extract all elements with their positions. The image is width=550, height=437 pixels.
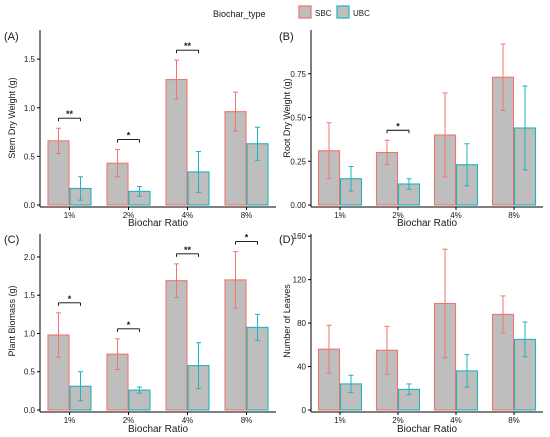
y-tick-label: 0.25: [290, 157, 306, 166]
x-tick-label: 2%: [123, 416, 135, 425]
y-axis-title: Stem Dry Weight (g): [7, 77, 17, 158]
x-tick-label: 4%: [450, 416, 462, 425]
y-tick-label: 0.75: [290, 70, 306, 79]
significance-label: *: [127, 320, 131, 330]
significance-label: **: [184, 41, 192, 51]
panel-label: (B): [279, 31, 294, 43]
legend-swatch-sbc: [298, 5, 312, 19]
y-axis-title: Plant Biomass (g): [7, 285, 17, 356]
x-tick-label: 8%: [241, 211, 253, 220]
y-tick-label: 1.5: [24, 55, 36, 64]
x-tick-label: 2%: [392, 211, 404, 220]
significance-label: **: [66, 109, 74, 119]
x-tick-label: 8%: [508, 416, 520, 425]
significance-label: *: [396, 121, 400, 131]
panel-stem-dry-weight: (A) Stem Dry Weight (g) Biochar Ratio 0.…: [4, 30, 276, 229]
panel-label: (C): [4, 234, 19, 246]
x-tick-label: 1%: [334, 211, 346, 220]
x-tick-label: 4%: [450, 211, 462, 220]
y-tick-label: 0.5: [24, 368, 36, 377]
significance-label: *: [245, 233, 249, 243]
bar-sbc: [165, 280, 188, 411]
panel-plant-biomass: (C) Plant Biomass (g) Biochar Ratio 0.0 0…: [4, 233, 276, 435]
x-axis-title: Biochar Ratio: [128, 424, 188, 435]
panel-number-of-leaves: (D) Number of Leaves Biochar Ratio 0 40 80…: [279, 232, 543, 435]
x-tick-label: 8%: [241, 416, 253, 425]
y-tick-label: 40: [297, 363, 306, 372]
x-tick-label: 1%: [334, 416, 346, 425]
y-tick-label: 120: [293, 276, 307, 285]
y-tick-label: 1.0: [24, 329, 36, 338]
y-axis-title: Number of Leaves: [282, 284, 292, 358]
x-tick-label: 1%: [64, 416, 76, 425]
x-axis-title: Biochar Ratio: [128, 218, 188, 229]
legend-title: Biochar_type: [213, 9, 266, 19]
y-tick-label: 0.0: [24, 201, 36, 210]
x-axis-title: Biochar Ratio: [397, 424, 457, 435]
legend-label-sbc: SBC: [315, 9, 332, 18]
y-axis-title: Root Dry Weight (g): [282, 78, 292, 157]
significance-label: *: [127, 131, 131, 141]
x-tick-label: 2%: [123, 211, 135, 220]
significance-label: *: [68, 294, 72, 304]
y-tick-label: 1.5: [24, 291, 36, 300]
legend-swatch-ubc: [336, 5, 350, 19]
panel-label: (A): [4, 31, 19, 43]
x-tick-label: 4%: [182, 416, 194, 425]
y-tick-label: 0.50: [290, 114, 306, 123]
y-tick-label: 2.0: [24, 253, 36, 262]
legend-label-ubc: UBC: [353, 9, 370, 18]
panel-root-dry-weight: (B) Root Dry Weight (g) Biochar Ratio 0.…: [279, 30, 543, 229]
y-tick-label: 80: [297, 319, 306, 328]
y-tick-label: 1.0: [24, 104, 36, 113]
y-tick-label: 0.0: [24, 406, 36, 415]
x-tick-label: 1%: [64, 211, 76, 220]
significance-label: **: [184, 245, 192, 255]
y-tick-label: 160: [293, 232, 307, 241]
y-tick-label: 0.5: [24, 152, 36, 161]
legend: Biochar_type SBC UBC: [213, 5, 370, 19]
x-axis-title: Biochar Ratio: [397, 218, 457, 229]
y-tick-label: 0.00: [290, 201, 306, 210]
x-tick-label: 2%: [392, 416, 404, 425]
panel-label: (D): [279, 234, 294, 246]
y-tick-label: 0: [302, 406, 307, 415]
x-tick-label: 4%: [182, 211, 194, 220]
x-tick-label: 8%: [508, 211, 520, 220]
